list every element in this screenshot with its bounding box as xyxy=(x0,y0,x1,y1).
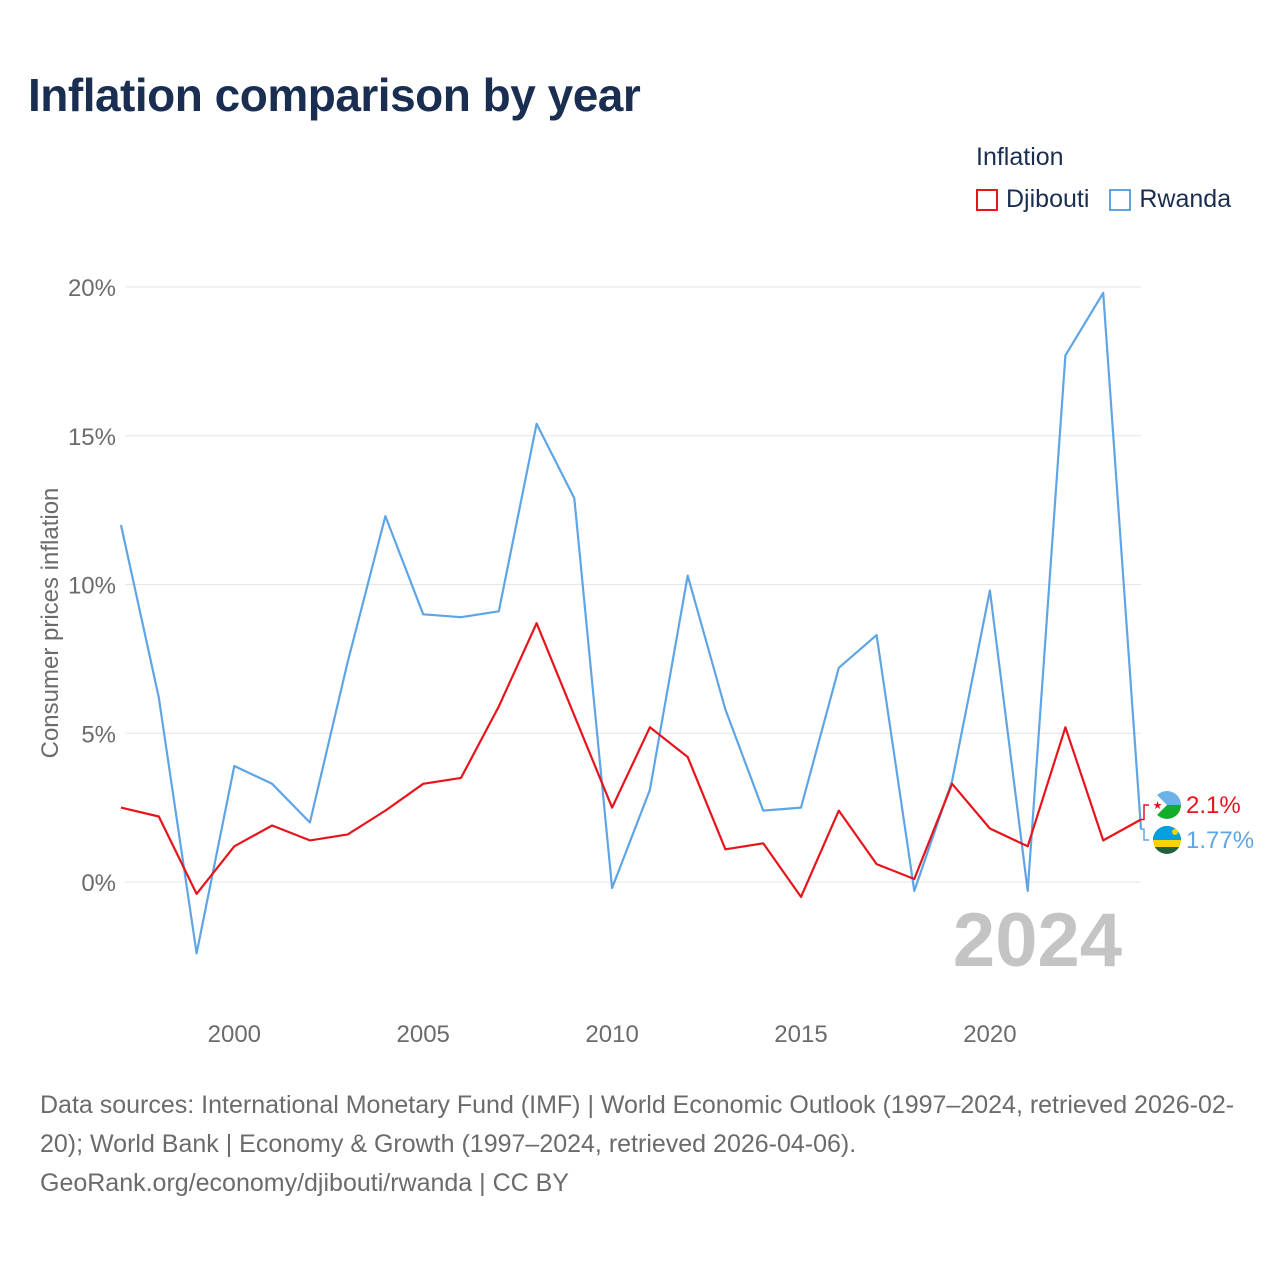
y-tick-label: 20% xyxy=(68,275,116,302)
footer: Data sources: International Monetary Fun… xyxy=(40,1086,1250,1203)
x-tick-label: 2020 xyxy=(963,1021,1016,1048)
data-sources: Data sources: International Monetary Fun… xyxy=(40,1091,1235,1158)
credit-link[interactable]: GeoRank.org/economy/djibouti/rwanda | CC… xyxy=(40,1169,569,1197)
x-axis-ticks: 2000 2005 2010 2015 2020 xyxy=(208,1021,1017,1048)
y-tick-label: 10% xyxy=(68,573,116,600)
legend-label-djibouti: Djibouti xyxy=(1006,185,1090,213)
legend-item-rwanda[interactable]: Rwanda xyxy=(1109,185,1231,214)
legend-swatch-rwanda xyxy=(1109,188,1132,211)
djibouti-flag-icon: ★ xyxy=(1153,791,1181,819)
end-connector-djibouti xyxy=(1141,804,1149,821)
x-tick-label: 2010 xyxy=(585,1021,638,1048)
rwanda-flag-icon xyxy=(1153,826,1181,854)
series-lines xyxy=(119,291,1143,955)
legend-swatch-djibouti xyxy=(976,188,998,211)
x-tick-label: 2005 xyxy=(397,1021,450,1048)
legend-title: Inflation xyxy=(976,143,1064,171)
legend-item-djibouti[interactable]: Djibouti xyxy=(976,185,1089,214)
end-labels: ★ 2.1% 1.77% xyxy=(1141,791,1254,854)
series-line-rwanda xyxy=(119,291,1143,955)
legend: Djibouti Rwanda xyxy=(976,185,1231,214)
end-value-rwanda: 1.77% xyxy=(1186,827,1254,854)
year-watermark: 2024 xyxy=(953,898,1122,983)
y-tick-label: 15% xyxy=(68,424,116,451)
y-axis-ticks: 0% 5% 10% 15% 20% xyxy=(68,275,116,897)
legend-label-rwanda: Rwanda xyxy=(1139,185,1232,213)
series-line-djibouti xyxy=(120,622,1142,899)
x-tick-label: 2000 xyxy=(208,1021,261,1048)
chart-title: Inflation comparison by year xyxy=(28,69,641,121)
gridlines xyxy=(125,286,1141,883)
svg-text:★: ★ xyxy=(1153,799,1163,812)
line-chart: 0% 5% 10% 15% 20% 2000 2005 2010 2015 2020 Consu… xyxy=(37,275,1254,1048)
y-axis-label: Consumer prices inflation xyxy=(37,488,64,759)
end-value-djibouti: 2.1% xyxy=(1186,792,1241,819)
y-tick-label: 0% xyxy=(81,870,116,897)
x-tick-label: 2015 xyxy=(774,1021,827,1048)
y-tick-label: 5% xyxy=(81,721,116,748)
end-connector-rwanda xyxy=(1141,828,1149,841)
